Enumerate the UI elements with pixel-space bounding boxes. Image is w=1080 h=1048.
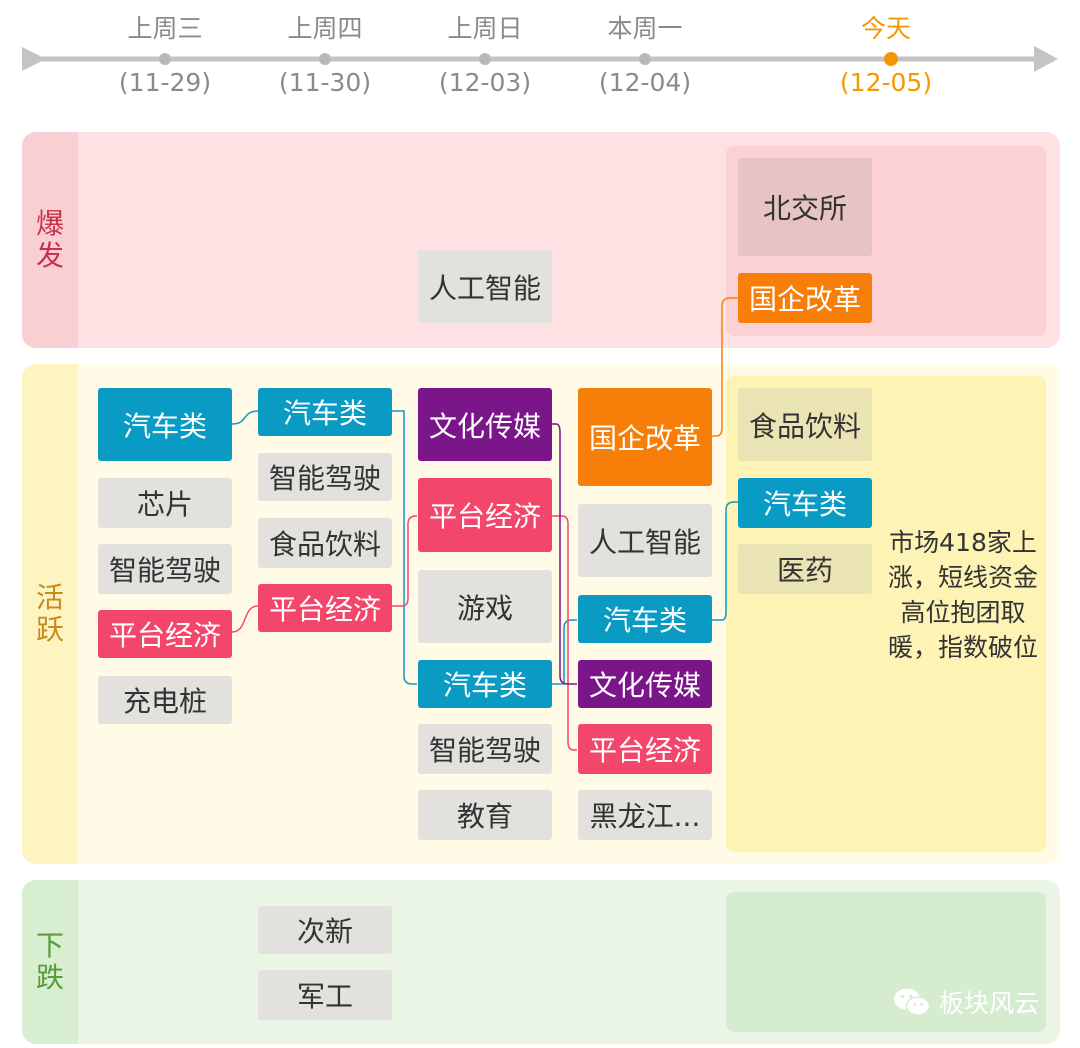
timeline-dot	[159, 53, 171, 65]
sector-tag: 游戏	[418, 570, 552, 643]
sector-tag: 北交所	[738, 158, 872, 256]
sector-tag-platform-economy: 平台经济	[98, 610, 232, 658]
timeline-date: (12-04)	[598, 68, 692, 97]
sector-tag-platform-economy: 平台经济	[418, 478, 552, 552]
sector-tag: 人工智能	[418, 250, 552, 323]
burst-label-char: 发	[35, 239, 64, 272]
sector-tag-automotive: 汽车类	[418, 660, 552, 708]
fall-label-char: 跌	[35, 961, 64, 994]
sector-tag-automotive: 汽车类	[578, 595, 712, 643]
sector-tag-media: 文化传媒	[578, 660, 712, 708]
axis-start-arrow	[22, 47, 46, 71]
timeline-dot-today	[884, 52, 898, 66]
timeline-day: 上周日	[447, 14, 523, 43]
sector-tag: 军工	[258, 970, 392, 1020]
market-note: 市场418家上涨，短线资金高位抱团取暖，指数破位	[888, 528, 1039, 662]
timeline-dot	[479, 53, 491, 65]
sector-tag: 黑龙江...	[578, 790, 712, 840]
sector-tag: 芯片	[98, 478, 232, 528]
sector-tag: 教育	[418, 790, 552, 840]
timeline-day: 本周一	[607, 14, 683, 43]
sector-tag: 智能驾驶	[418, 724, 552, 774]
sector-tag-platform-economy: 平台经济	[578, 724, 712, 774]
fall-zone-label: 下 跌	[22, 880, 78, 1044]
sector-tag-media: 文化传媒	[418, 388, 552, 461]
sector-tag: 人工智能	[578, 504, 712, 577]
brand-watermark: 板块风云	[893, 984, 1039, 1020]
active-label-char: 活	[35, 581, 64, 614]
timeline-day: 上周三	[127, 14, 203, 43]
sector-tag-platform-economy: 平台经济	[258, 584, 392, 632]
sector-tag-soe-reform: 国企改革	[578, 388, 712, 486]
sector-tag: 智能驾驶	[98, 544, 232, 594]
sector-tag-soe-reform: 国企改革	[738, 273, 872, 323]
timeline-dot	[639, 53, 651, 65]
sector-tag: 次新	[258, 906, 392, 954]
sector-tag-automotive: 汽车类	[258, 388, 392, 436]
brand-name: 板块风云	[939, 989, 1040, 1018]
wechat-icon	[894, 988, 931, 1016]
sector-tag: 医药	[738, 544, 872, 594]
sector-tag: 智能驾驶	[258, 453, 392, 501]
sector-tag-automotive: 汽车类	[738, 478, 872, 528]
fall-label-char: 下	[35, 929, 64, 962]
burst-label-char: 爆	[35, 207, 64, 240]
timeline-day: 上周四	[287, 14, 363, 43]
timeline-date: (11-30)	[278, 68, 372, 97]
burst-zone-label: 爆 发	[22, 132, 78, 348]
timeline-dot	[319, 53, 331, 65]
active-zone-label: 活 跃	[22, 364, 78, 864]
timeline-date-today: (12-05)	[839, 68, 933, 97]
sector-tag-automotive: 汽车类	[98, 388, 232, 461]
sector-tag: 食品饮料	[738, 388, 872, 461]
axis-end-arrow	[1034, 46, 1058, 72]
timeline-date: (12-03)	[438, 68, 532, 97]
active-label-char: 跃	[35, 613, 64, 646]
sector-tag: 充电桩	[98, 676, 232, 724]
timeline-day-today: 今天	[860, 14, 911, 43]
fall-today-panel	[726, 892, 1046, 1032]
timeline-axis	[22, 46, 1058, 72]
sector-tag: 食品饮料	[258, 518, 392, 568]
timeline-date: (11-29)	[118, 68, 212, 97]
